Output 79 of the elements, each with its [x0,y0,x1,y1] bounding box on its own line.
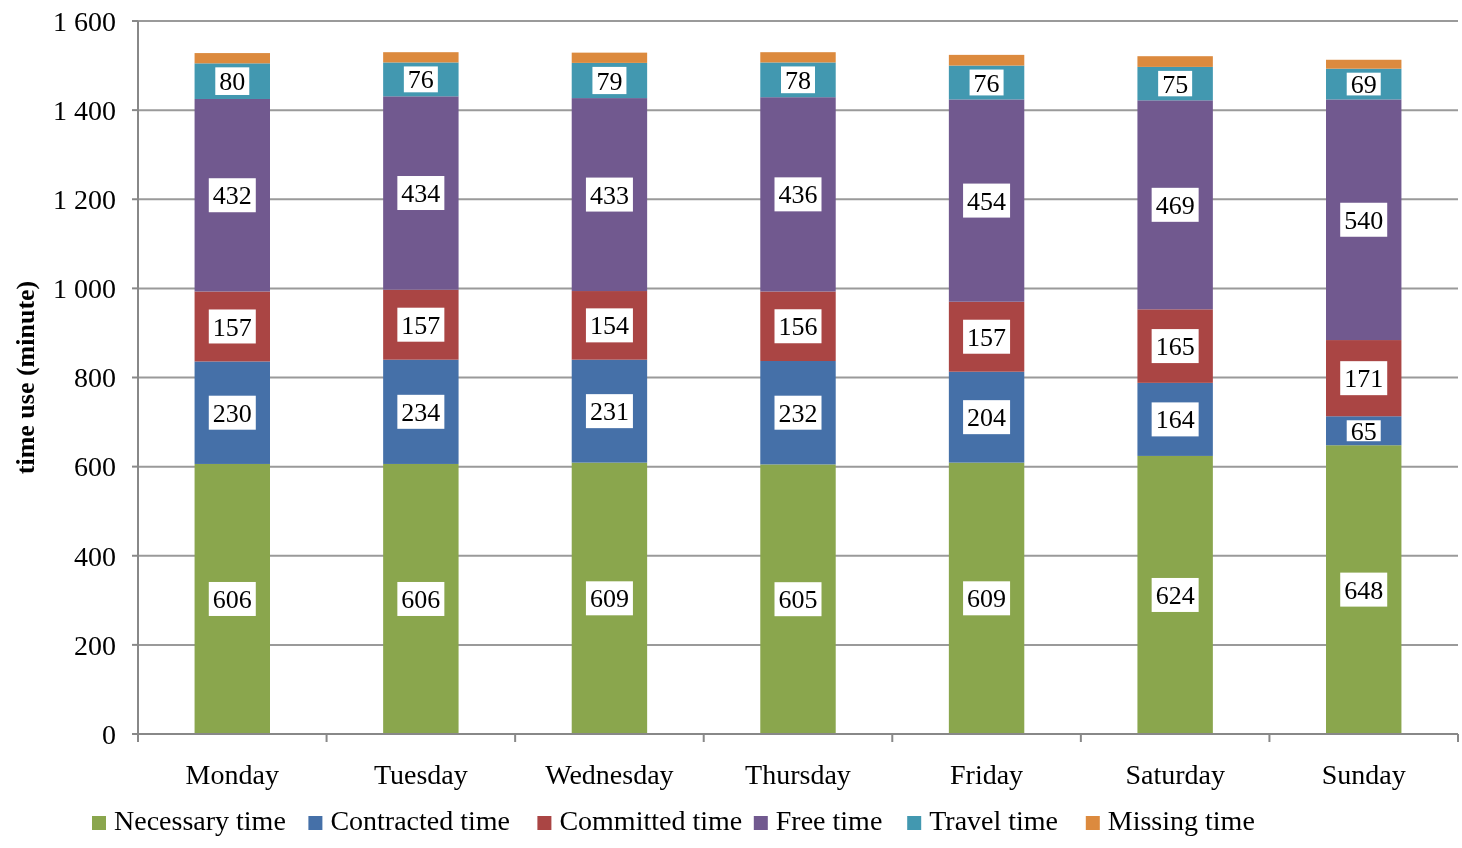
y-tick-label: 1 400 [53,94,116,126]
data-label: 434 [401,179,441,209]
legend-label: Committed time [559,805,743,836]
data-label: 232 [778,398,818,428]
legend-label: Necessary time [114,805,286,836]
data-label: 432 [212,181,252,211]
data-label: 609 [589,584,629,614]
bar [383,52,459,63]
data-label: 605 [778,585,818,615]
data-label: 648 [1344,575,1384,605]
legend-label: Contracted time [330,805,511,836]
data-label: 540 [1344,205,1384,235]
bar [948,54,1025,66]
data-label: 433 [589,180,629,210]
data-label: 171 [1344,364,1384,394]
data-label: 204 [967,403,1007,433]
data-label: 164 [1155,405,1195,435]
bar [383,96,459,290]
data-label: 609 [967,584,1007,614]
data-label: 436 [778,180,818,210]
bar [1137,100,1213,310]
x-tick-label: Tuesday [373,759,468,790]
data-label: 454 [967,186,1007,216]
data-label: 469 [1155,190,1195,220]
y-tick-label: 800 [74,362,116,394]
data-label: 157 [212,312,252,342]
x-tick-label: Wednesday [545,759,674,790]
y-tick-label: 200 [74,629,116,661]
data-label: 80 [219,67,246,97]
data-label: 230 [212,398,252,428]
y-tick-label: 1 000 [53,273,116,305]
x-tick-label: Saturday [1125,759,1225,790]
x-tick-label: Thursday [745,759,851,790]
data-label: 154 [589,311,629,341]
x-tick-label: Monday [185,759,279,790]
data-label: 79 [596,66,623,96]
legend-label: Travel time [929,805,1059,836]
legend-label: Missing time [1107,805,1255,836]
bar [1326,99,1402,341]
bar [948,462,1025,734]
bar [1326,445,1402,734]
bar [194,463,270,734]
bar [1137,56,1213,67]
data-label: 156 [778,312,818,342]
data-label: 157 [967,322,1007,352]
data-label: 157 [401,310,441,340]
bar [571,98,648,292]
bar [1326,59,1402,69]
y-tick-label: 400 [74,540,116,572]
legend-label: Free time [775,805,883,836]
bar [194,53,270,64]
data-label: 606 [212,585,252,615]
y-tick-label: 0 [102,718,116,750]
bar [194,98,270,292]
data-label: 78 [785,65,811,95]
data-label: 606 [401,585,441,615]
y-tick-label: 1 200 [53,184,116,216]
bar [948,99,1025,302]
bar [760,464,836,734]
data-label: 624 [1155,581,1195,611]
bar [383,463,459,734]
x-tick-label: Sunday [1321,759,1406,790]
data-label: 75 [1162,69,1189,99]
data-label: 231 [589,397,629,427]
data-label: 69 [1350,70,1377,100]
bar [760,52,836,63]
data-label: 76 [973,68,1000,98]
bar [1137,455,1213,734]
y-axis-title: time use (minute) [11,280,40,475]
x-tick-label: Friday [950,759,1024,790]
data-label: 234 [401,397,441,427]
data-label: 76 [407,65,434,95]
bar [571,52,648,63]
bar [571,462,648,734]
data-label: 65 [1350,416,1377,446]
data-label: 165 [1155,332,1195,362]
y-tick-label: 1 600 [53,5,116,37]
bar [760,97,836,292]
y-tick-label: 600 [74,451,116,483]
